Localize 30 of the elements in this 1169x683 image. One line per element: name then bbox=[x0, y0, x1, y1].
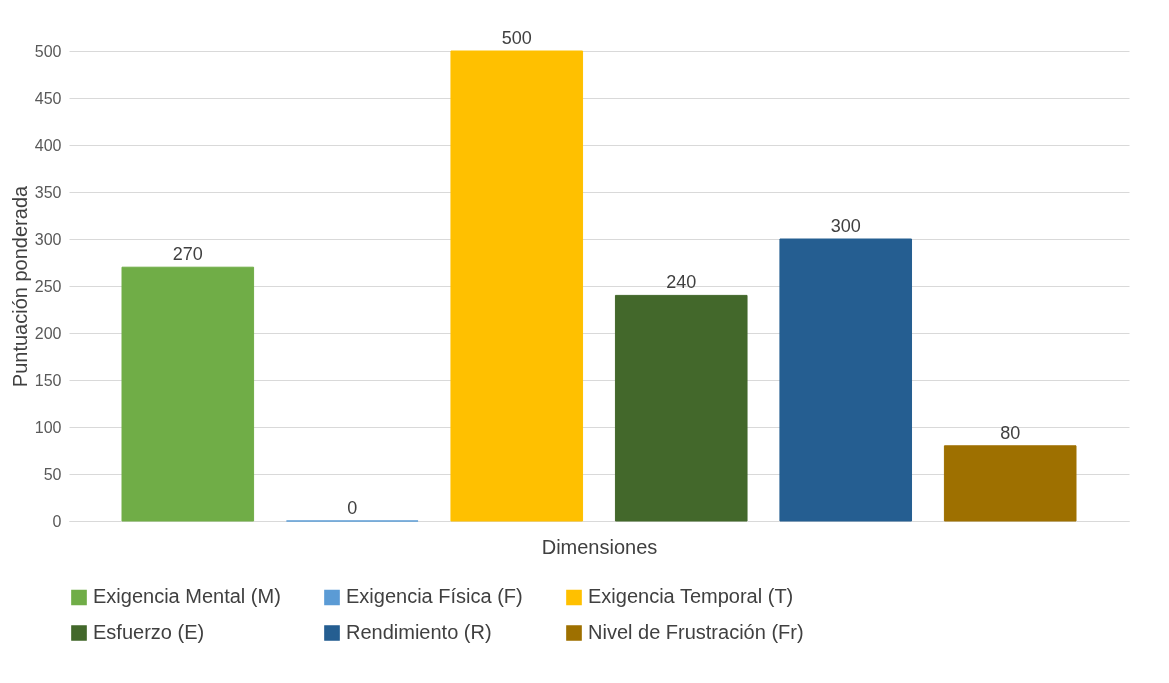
y-tick-label: 50 bbox=[43, 465, 62, 483]
bar bbox=[779, 238, 913, 522]
data-label: 300 bbox=[830, 216, 861, 236]
bar bbox=[121, 266, 255, 522]
y-tick-label: 400 bbox=[34, 136, 62, 154]
y-tick-label: 300 bbox=[34, 230, 62, 248]
legend-label: Nivel de Frustración (Fr) bbox=[588, 621, 804, 643]
y-tick-label: 200 bbox=[34, 324, 62, 342]
y-tick-label: 0 bbox=[52, 512, 62, 530]
y-tick-label: 450 bbox=[34, 89, 62, 107]
data-label: 0 bbox=[347, 498, 358, 518]
bar bbox=[943, 445, 1077, 522]
legend-label: Exigencia Física (F) bbox=[346, 585, 523, 608]
y-tick-label: 100 bbox=[34, 418, 62, 436]
legend-label: Rendimiento (R) bbox=[346, 621, 492, 643]
y-tick-label: 150 bbox=[34, 371, 62, 389]
bar bbox=[614, 294, 748, 522]
legend-label: Exigencia Mental (M) bbox=[93, 585, 281, 608]
y-axis-title: Puntuación ponderada bbox=[8, 184, 31, 388]
bar bbox=[450, 50, 584, 522]
legend-label: Exigencia Temporal (T) bbox=[588, 585, 794, 608]
legend-label: Esfuerzo (E) bbox=[93, 621, 205, 643]
x-axis-title: Dimensiones bbox=[541, 535, 658, 558]
y-tick-label: 350 bbox=[34, 183, 62, 201]
y-tick-label: 250 bbox=[34, 277, 62, 295]
data-label: 500 bbox=[501, 28, 532, 48]
data-label: 240 bbox=[666, 272, 697, 293]
data-label: 80 bbox=[1000, 422, 1021, 443]
data-label: 270 bbox=[172, 244, 203, 265]
y-tick-label: 500 bbox=[34, 42, 62, 60]
